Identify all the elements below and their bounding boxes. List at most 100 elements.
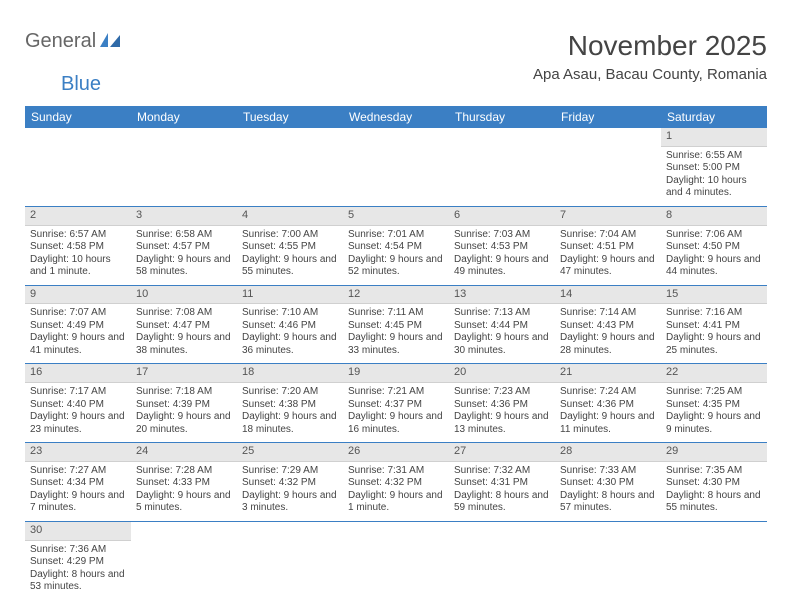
sunset-line: Sunset: 4:30 PM xyxy=(560,477,656,490)
sunrise-line: Sunrise: 7:29 AM xyxy=(242,465,338,478)
day-details: Sunrise: 7:27 AMSunset: 4:34 PMDaylight:… xyxy=(25,462,131,521)
sunset-line: Sunset: 4:39 PM xyxy=(136,399,232,412)
day-number: 10 xyxy=(131,286,237,305)
sunset-line: Sunset: 4:36 PM xyxy=(454,399,550,412)
daylight-line: Daylight: 9 hours and 13 minutes. xyxy=(454,411,550,436)
calendar-cell: 8Sunrise: 7:06 AMSunset: 4:50 PMDaylight… xyxy=(661,206,767,285)
sunrise-line: Sunrise: 7:24 AM xyxy=(560,386,656,399)
day-number: 17 xyxy=(131,364,237,383)
day-number: 5 xyxy=(343,207,449,226)
sunrise-line: Sunrise: 7:11 AM xyxy=(348,307,444,320)
logo-sails-icon xyxy=(98,31,124,49)
calendar-header-cell: Sunday xyxy=(25,106,131,128)
day-number: 2 xyxy=(25,207,131,226)
calendar-header-cell: Saturday xyxy=(661,106,767,128)
calendar-cell: 1Sunrise: 6:55 AMSunset: 5:00 PMDaylight… xyxy=(661,128,767,206)
location-subtitle: Apa Asau, Bacau County, Romania xyxy=(533,66,767,83)
sunset-line: Sunset: 4:30 PM xyxy=(666,477,762,490)
calendar-header-cell: Tuesday xyxy=(237,106,343,128)
sunrise-line: Sunrise: 7:18 AM xyxy=(136,386,232,399)
day-number: 7 xyxy=(555,207,661,226)
sunrise-line: Sunrise: 7:04 AM xyxy=(560,229,656,242)
sunset-line: Sunset: 4:43 PM xyxy=(560,320,656,333)
daylight-line: Daylight: 9 hours and 25 minutes. xyxy=(666,332,762,357)
day-details: Sunrise: 7:20 AMSunset: 4:38 PMDaylight:… xyxy=(237,383,343,442)
day-details: Sunrise: 7:23 AMSunset: 4:36 PMDaylight:… xyxy=(449,383,555,442)
sunset-line: Sunset: 4:34 PM xyxy=(30,477,126,490)
day-number: 1 xyxy=(661,128,767,147)
daylight-line: Daylight: 10 hours and 4 minutes. xyxy=(666,175,762,200)
day-details: Sunrise: 7:17 AMSunset: 4:40 PMDaylight:… xyxy=(25,383,131,442)
calendar-cell: 12Sunrise: 7:11 AMSunset: 4:45 PMDayligh… xyxy=(343,285,449,364)
calendar-cell: . xyxy=(449,128,555,206)
day-number: 25 xyxy=(237,443,343,462)
day-number: 12 xyxy=(343,286,449,305)
daylight-line: Daylight: 9 hours and 58 minutes. xyxy=(136,254,232,279)
sunset-line: Sunset: 4:44 PM xyxy=(454,320,550,333)
day-details: Sunrise: 6:57 AMSunset: 4:58 PMDaylight:… xyxy=(25,226,131,285)
day-number: 8 xyxy=(661,207,767,226)
calendar-cell: 3Sunrise: 6:58 AMSunset: 4:57 PMDaylight… xyxy=(131,206,237,285)
day-details: Sunrise: 7:28 AMSunset: 4:33 PMDaylight:… xyxy=(131,462,237,521)
sunset-line: Sunset: 4:33 PM xyxy=(136,477,232,490)
calendar-row: 30Sunrise: 7:36 AMSunset: 4:29 PMDayligh… xyxy=(25,521,767,599)
day-details: Sunrise: 7:36 AMSunset: 4:29 PMDaylight:… xyxy=(25,541,131,600)
sunset-line: Sunset: 4:51 PM xyxy=(560,241,656,254)
sunrise-line: Sunrise: 7:17 AM xyxy=(30,386,126,399)
logo-text-general: General xyxy=(25,30,96,53)
day-details: Sunrise: 7:06 AMSunset: 4:50 PMDaylight:… xyxy=(661,226,767,285)
day-details: Sunrise: 7:11 AMSunset: 4:45 PMDaylight:… xyxy=(343,304,449,363)
daylight-line: Daylight: 9 hours and 16 minutes. xyxy=(348,411,444,436)
day-number: 23 xyxy=(25,443,131,462)
sunset-line: Sunset: 4:40 PM xyxy=(30,399,126,412)
daylight-line: Daylight: 9 hours and 36 minutes. xyxy=(242,332,338,357)
day-details: Sunrise: 7:21 AMSunset: 4:37 PMDaylight:… xyxy=(343,383,449,442)
sunset-line: Sunset: 4:49 PM xyxy=(30,320,126,333)
day-number: 26 xyxy=(343,443,449,462)
sunset-line: Sunset: 4:45 PM xyxy=(348,320,444,333)
sunrise-line: Sunrise: 7:35 AM xyxy=(666,465,762,478)
calendar-cell: 4Sunrise: 7:00 AMSunset: 4:55 PMDaylight… xyxy=(237,206,343,285)
daylight-line: Daylight: 9 hours and 55 minutes. xyxy=(242,254,338,279)
logo: General xyxy=(25,30,124,53)
day-details: Sunrise: 6:58 AMSunset: 4:57 PMDaylight:… xyxy=(131,226,237,285)
calendar-header-cell: Thursday xyxy=(449,106,555,128)
calendar-row: 2Sunrise: 6:57 AMSunset: 4:58 PMDaylight… xyxy=(25,206,767,285)
day-number: 6 xyxy=(449,207,555,226)
sunset-line: Sunset: 4:53 PM xyxy=(454,241,550,254)
sunset-line: Sunset: 4:58 PM xyxy=(30,241,126,254)
calendar-cell: . xyxy=(343,521,449,599)
sunset-line: Sunset: 4:37 PM xyxy=(348,399,444,412)
calendar-cell: 18Sunrise: 7:20 AMSunset: 4:38 PMDayligh… xyxy=(237,364,343,443)
day-details: Sunrise: 7:13 AMSunset: 4:44 PMDaylight:… xyxy=(449,304,555,363)
calendar-cell: 9Sunrise: 7:07 AMSunset: 4:49 PMDaylight… xyxy=(25,285,131,364)
daylight-line: Daylight: 9 hours and 7 minutes. xyxy=(30,490,126,515)
calendar-cell: . xyxy=(555,128,661,206)
day-number: 18 xyxy=(237,364,343,383)
sunrise-line: Sunrise: 7:21 AM xyxy=(348,386,444,399)
calendar-cell: 2Sunrise: 6:57 AMSunset: 4:58 PMDaylight… xyxy=(25,206,131,285)
calendar-cell: 16Sunrise: 7:17 AMSunset: 4:40 PMDayligh… xyxy=(25,364,131,443)
calendar-cell: . xyxy=(237,128,343,206)
calendar-cell: 27Sunrise: 7:32 AMSunset: 4:31 PMDayligh… xyxy=(449,443,555,522)
sunrise-line: Sunrise: 7:01 AM xyxy=(348,229,444,242)
calendar-cell: . xyxy=(237,521,343,599)
sunrise-line: Sunrise: 6:55 AM xyxy=(666,150,762,163)
day-details: Sunrise: 7:10 AMSunset: 4:46 PMDaylight:… xyxy=(237,304,343,363)
calendar-cell: 14Sunrise: 7:14 AMSunset: 4:43 PMDayligh… xyxy=(555,285,661,364)
calendar-cell: . xyxy=(555,521,661,599)
sunset-line: Sunset: 4:46 PM xyxy=(242,320,338,333)
calendar-cell: 29Sunrise: 7:35 AMSunset: 4:30 PMDayligh… xyxy=(661,443,767,522)
calendar-cell: 24Sunrise: 7:28 AMSunset: 4:33 PMDayligh… xyxy=(131,443,237,522)
calendar-cell: 19Sunrise: 7:21 AMSunset: 4:37 PMDayligh… xyxy=(343,364,449,443)
sunset-line: Sunset: 4:32 PM xyxy=(348,477,444,490)
day-number: 13 xyxy=(449,286,555,305)
daylight-line: Daylight: 9 hours and 30 minutes. xyxy=(454,332,550,357)
day-number: 28 xyxy=(555,443,661,462)
day-details: Sunrise: 7:03 AMSunset: 4:53 PMDaylight:… xyxy=(449,226,555,285)
daylight-line: Daylight: 8 hours and 59 minutes. xyxy=(454,490,550,515)
daylight-line: Daylight: 9 hours and 41 minutes. xyxy=(30,332,126,357)
sunrise-line: Sunrise: 6:58 AM xyxy=(136,229,232,242)
calendar-cell: 15Sunrise: 7:16 AMSunset: 4:41 PMDayligh… xyxy=(661,285,767,364)
sunset-line: Sunset: 4:29 PM xyxy=(30,556,126,569)
